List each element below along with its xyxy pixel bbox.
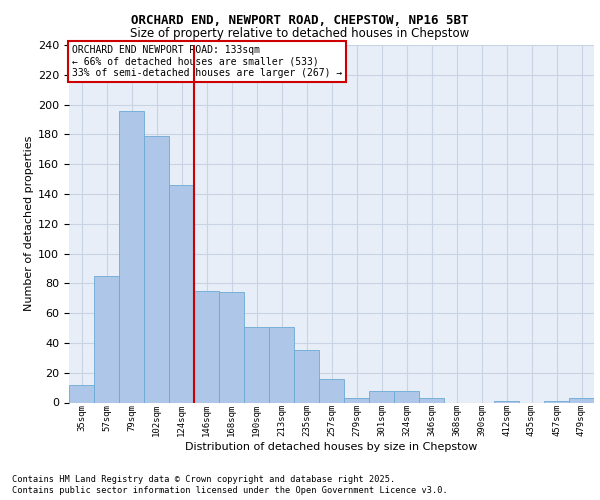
- Bar: [394, 390, 419, 402]
- Text: Size of property relative to detached houses in Chepstow: Size of property relative to detached ho…: [130, 28, 470, 40]
- Bar: [344, 398, 369, 402]
- Text: ORCHARD END NEWPORT ROAD: 133sqm
← 66% of detached houses are smaller (533)
33% : ORCHARD END NEWPORT ROAD: 133sqm ← 66% o…: [71, 45, 342, 78]
- Bar: [119, 110, 144, 403]
- Bar: [544, 401, 569, 402]
- Text: Contains HM Land Registry data © Crown copyright and database right 2025.: Contains HM Land Registry data © Crown c…: [12, 475, 395, 484]
- Bar: [294, 350, 319, 403]
- Bar: [569, 398, 594, 402]
- X-axis label: Distribution of detached houses by size in Chepstow: Distribution of detached houses by size …: [185, 442, 478, 452]
- Y-axis label: Number of detached properties: Number of detached properties: [24, 136, 34, 312]
- Bar: [419, 398, 444, 402]
- Bar: [194, 291, 219, 403]
- Bar: [169, 185, 194, 402]
- Text: Contains public sector information licensed under the Open Government Licence v3: Contains public sector information licen…: [12, 486, 448, 495]
- Bar: [144, 136, 169, 402]
- Text: ORCHARD END, NEWPORT ROAD, CHEPSTOW, NP16 5BT: ORCHARD END, NEWPORT ROAD, CHEPSTOW, NP1…: [131, 14, 469, 27]
- Bar: [94, 276, 119, 402]
- Bar: [219, 292, 244, 403]
- Bar: [269, 326, 294, 402]
- Bar: [494, 401, 519, 402]
- Bar: [319, 378, 344, 402]
- Bar: [244, 326, 269, 402]
- Bar: [69, 384, 94, 402]
- Bar: [369, 390, 394, 402]
